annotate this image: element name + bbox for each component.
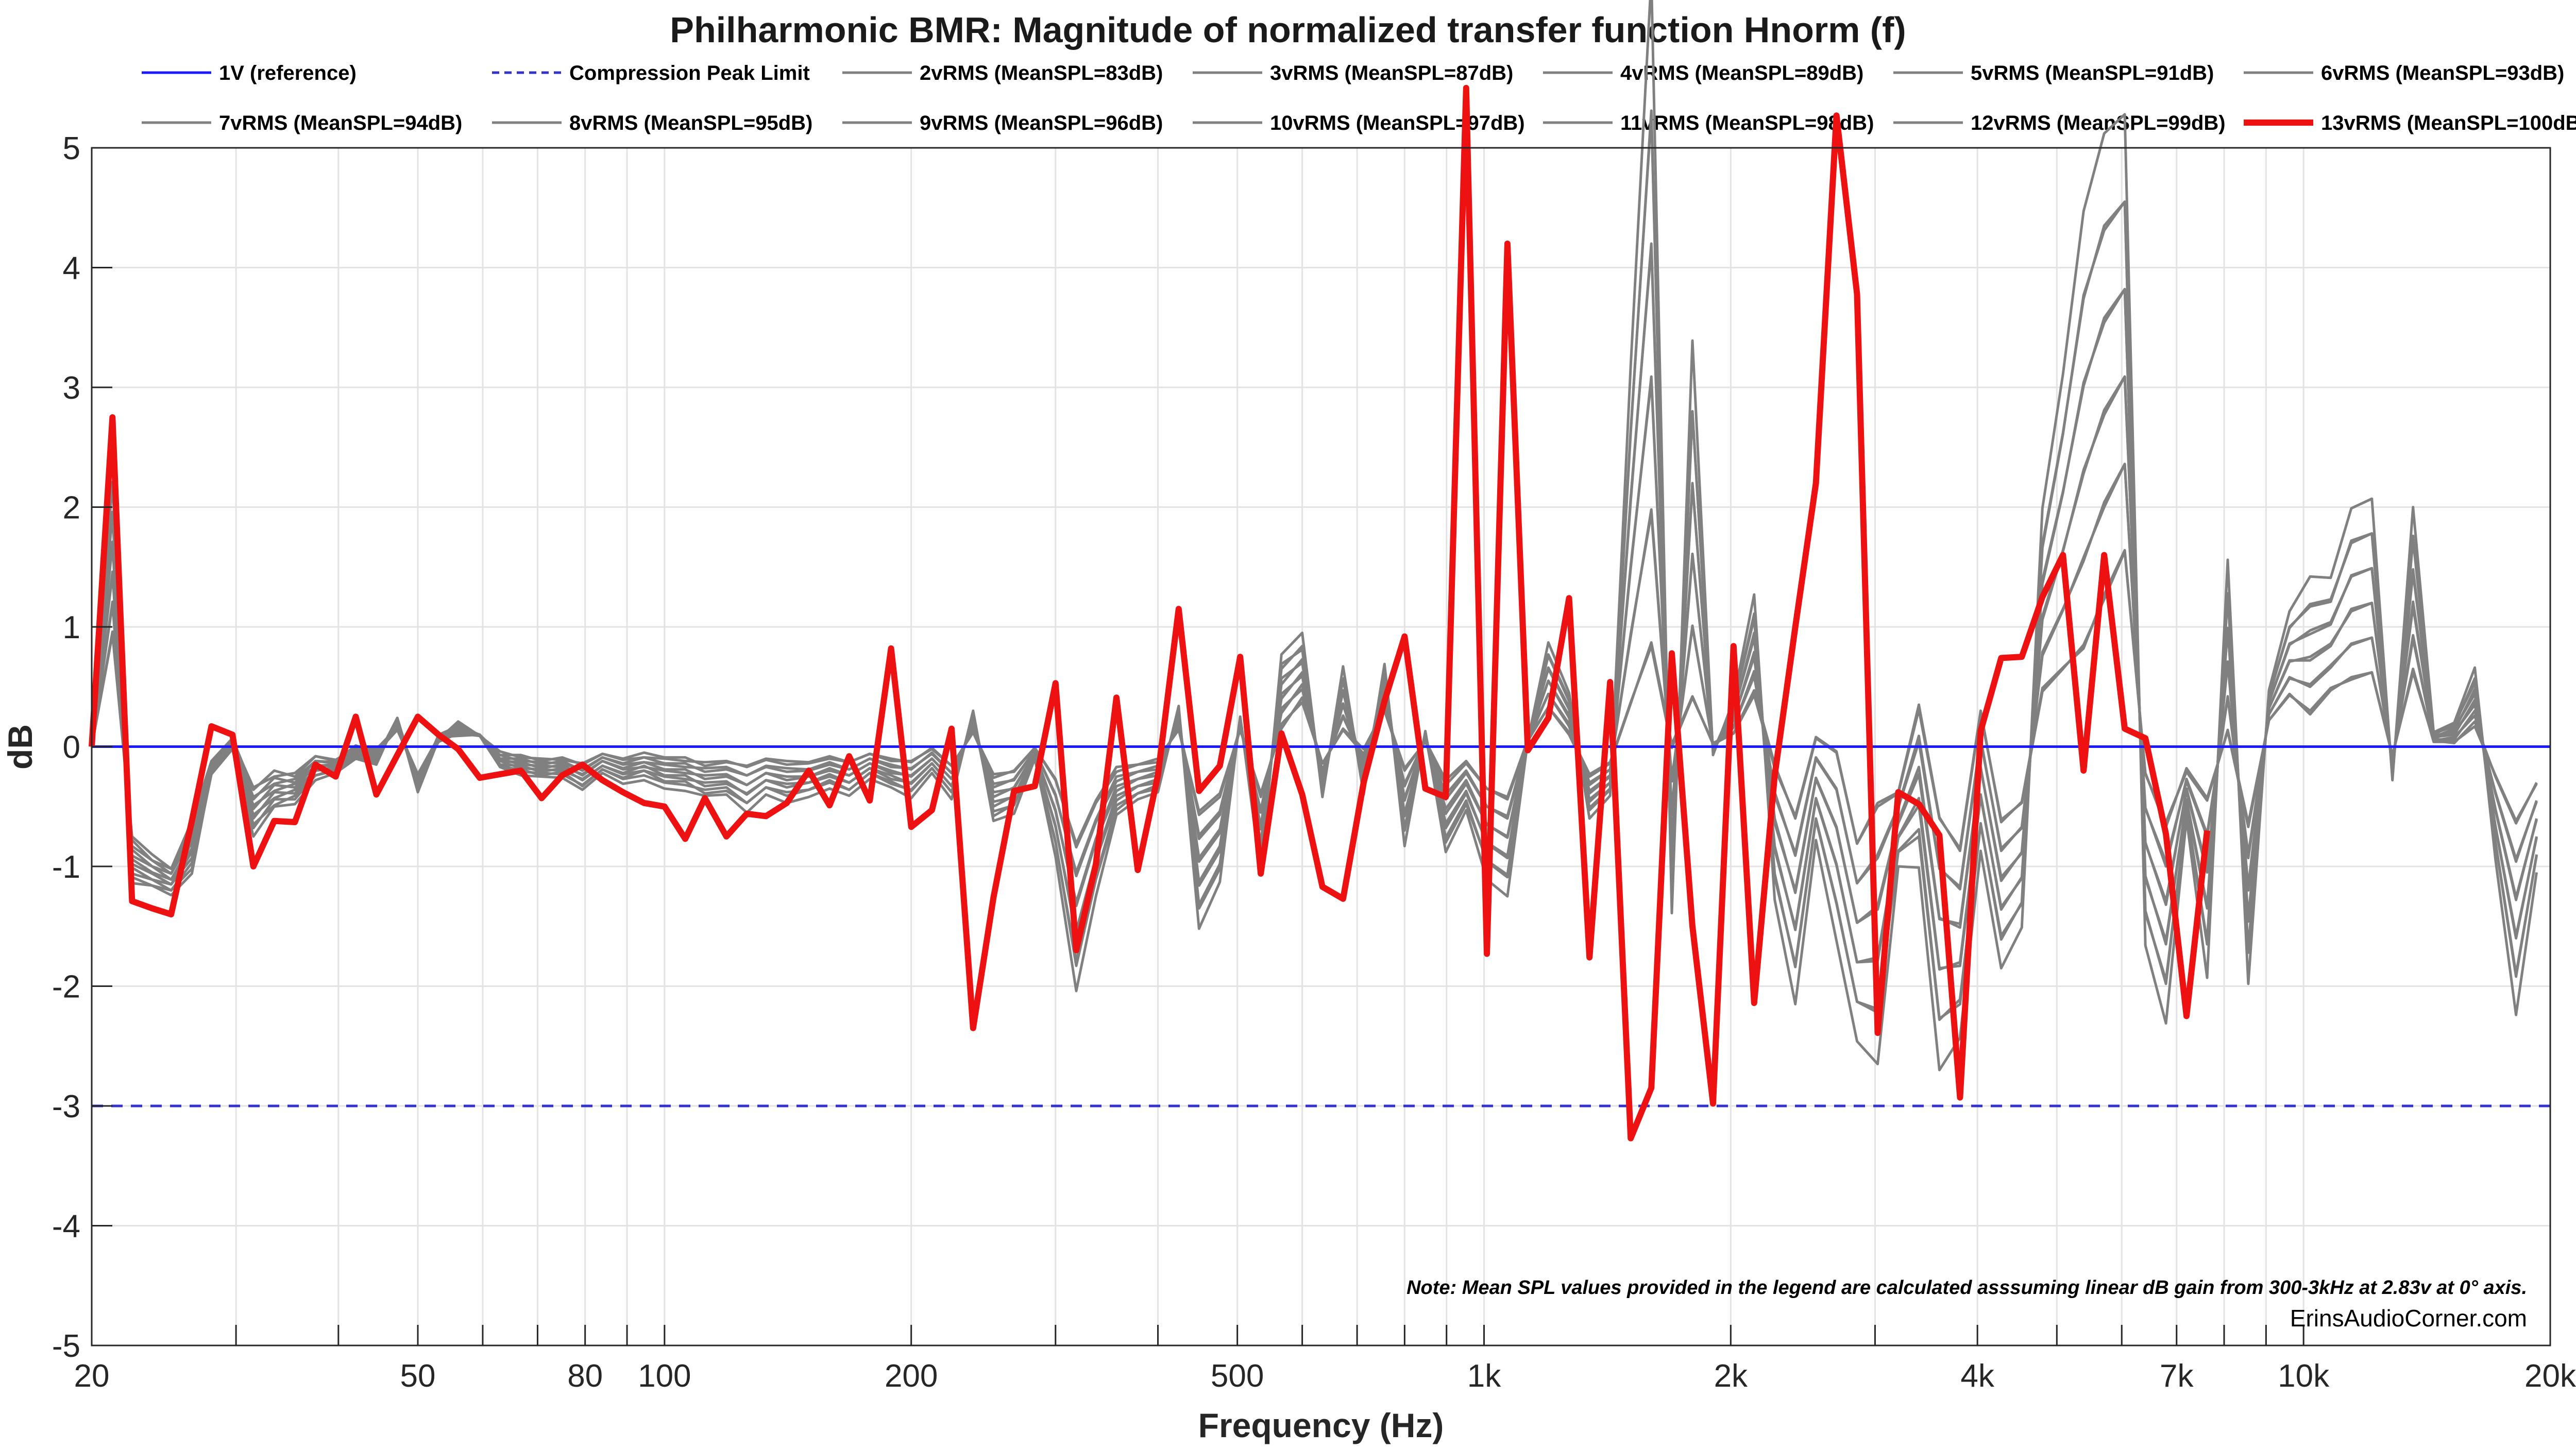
legend-label: 6vRMS (MeanSPL=93dB) (2321, 62, 2564, 84)
x-tick-label: 20 (74, 1358, 110, 1394)
y-tick-label: 1 (63, 610, 80, 645)
x-tick-label: 20k (2524, 1358, 2576, 1394)
x-axis-label: Frequency (Hz) (1198, 1406, 1444, 1444)
watermark: ErinsAudioCorner.com (2290, 1305, 2527, 1332)
legend-label: 4vRMS (MeanSPL=89dB) (1620, 62, 1863, 84)
legend-label: 2vRMS (MeanSPL=83dB) (920, 62, 1163, 84)
y-tick-label: -4 (52, 1209, 80, 1245)
y-axis: 5 4 3 2 1 0 -1 -2 -3 -4 -5 (52, 131, 112, 1364)
legend-label: 13vRMS (MeanSPL=100dB) (2321, 112, 2576, 134)
x-tick-label: 50 (400, 1358, 436, 1394)
y-tick-label: 0 (63, 730, 80, 765)
series-line-12vrms (90, 113, 2538, 1020)
y-tick-label: 3 (63, 370, 80, 406)
x-axis: 20 50 80 100 200 500 1k 2k 4k 7k 10k 20k (74, 1325, 2576, 1394)
legend-label: Compression Peak Limit (569, 62, 810, 84)
x-tick-label: 2k (1714, 1358, 1748, 1394)
x-tick-label: 4k (1960, 1358, 1994, 1394)
legend: 1V (reference) Compression Peak Limit 2vRM… (142, 62, 2576, 134)
legend-label: 7vRMS (MeanSPL=94dB) (219, 112, 462, 134)
legend-label: 1V (reference) (219, 62, 357, 84)
chart-title: Philharmonic BMR: Magnitude of normalize… (670, 10, 1906, 50)
y-tick-label: 5 (63, 131, 80, 166)
x-tick-label: 500 (1211, 1358, 1264, 1394)
legend-label: 5vRMS (MeanSPL=91dB) (1971, 62, 2214, 84)
legend-label: 10vRMS (MeanSPL=97dB) (1270, 112, 1525, 134)
plot-area (89, 0, 2550, 1141)
note-annotation: Note: Mean SPL values provided in the le… (1406, 1277, 2527, 1299)
x-tick-label: 100 (638, 1358, 691, 1394)
x-tick-label: 10k (2278, 1358, 2330, 1394)
y-tick-label: -2 (52, 969, 80, 1005)
x-tick-label: 1k (1467, 1358, 1501, 1394)
x-tick-label: 80 (567, 1358, 603, 1394)
legend-label: 8vRMS (MeanSPL=95dB) (569, 112, 812, 134)
y-tick-label: -5 (52, 1328, 80, 1364)
y-tick-label: 2 (63, 490, 80, 526)
x-tick-label: 7k (2160, 1358, 2194, 1394)
y-tick-label: -3 (52, 1089, 80, 1124)
legend-label: 12vRMS (MeanSPL=99dB) (1971, 112, 2226, 134)
y-axis-label: dB (1, 724, 39, 770)
y-tick-label: -1 (52, 849, 80, 885)
x-tick-label: 200 (885, 1358, 938, 1394)
legend-label: 3vRMS (MeanSPL=87dB) (1270, 62, 1513, 84)
series-line-13vrms (89, 84, 2210, 1141)
legend-label: 11vRMS (MeanSPL=98dB) (1620, 112, 1874, 134)
y-tick-label: 4 (63, 251, 80, 286)
legend-label: 9vRMS (MeanSPL=96dB) (920, 112, 1163, 134)
